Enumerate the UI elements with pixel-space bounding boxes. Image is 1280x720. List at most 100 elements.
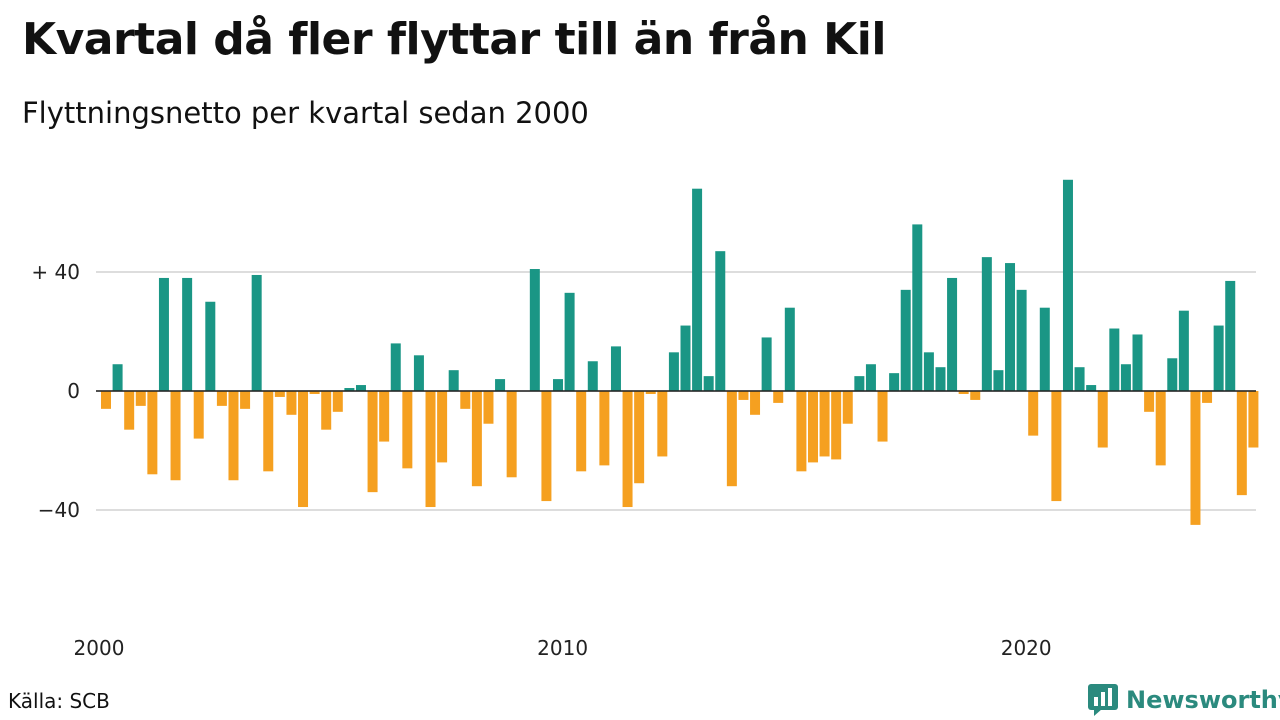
y-tick-label: + 40 (31, 260, 80, 284)
bar (784, 307, 795, 391)
bar (251, 274, 262, 392)
bar (1178, 310, 1189, 392)
bar (634, 391, 645, 484)
bar (205, 301, 216, 391)
bar (692, 188, 703, 391)
bar (1062, 179, 1073, 391)
bar (425, 391, 436, 508)
chart-subtitle: Flyttningsnetto per kvartal sedan 2000 (22, 96, 589, 130)
bar-chart: + 40 0 −40 2000 2010 2020 (31, 179, 1259, 660)
bar (413, 355, 424, 391)
bar (402, 391, 413, 469)
bar (1109, 328, 1120, 391)
bar (773, 391, 784, 403)
bar (1248, 391, 1259, 448)
bar (1236, 391, 1247, 496)
bar (460, 391, 471, 409)
bar (912, 224, 923, 391)
bar (553, 379, 564, 391)
bar (1225, 280, 1236, 392)
bar (437, 391, 448, 463)
bar (796, 391, 807, 472)
bar (576, 391, 587, 472)
bar (970, 391, 981, 400)
bar (831, 391, 842, 460)
bar (761, 337, 772, 391)
bar (703, 376, 714, 392)
bar (1213, 325, 1224, 391)
bar (1155, 391, 1166, 466)
bar (738, 391, 749, 400)
bar (1097, 391, 1108, 448)
bar (263, 391, 274, 472)
bar (1120, 364, 1131, 392)
bar (1132, 334, 1143, 391)
bar (529, 269, 540, 391)
bar (657, 391, 668, 457)
axis-labels: + 40 0 −40 2000 2010 2020 (31, 260, 1051, 660)
bar (228, 391, 239, 481)
bar (726, 391, 737, 487)
bar (367, 391, 378, 493)
bar (564, 292, 575, 391)
bar (1028, 391, 1039, 436)
bar (112, 364, 123, 392)
bar (587, 361, 598, 391)
bar (298, 391, 309, 508)
bar (1190, 391, 1201, 525)
bar (1005, 263, 1016, 391)
bar (309, 391, 320, 394)
chart-title: Kvartal då fler flyttar till än från Kil (22, 14, 886, 65)
brand-logo: Newsworthy (1088, 684, 1280, 716)
bar (495, 379, 506, 391)
bar (854, 376, 865, 392)
bar (274, 391, 285, 397)
bar (865, 364, 876, 392)
bar (1016, 289, 1027, 391)
bar (390, 343, 401, 391)
bar (448, 370, 459, 391)
bar (321, 391, 332, 430)
bar (379, 391, 390, 442)
bar (842, 391, 853, 424)
bar (170, 391, 181, 481)
bar (147, 391, 158, 475)
bar (622, 391, 633, 508)
bar (935, 367, 946, 391)
source-note: Källa: SCB (8, 689, 110, 713)
bar (101, 391, 111, 409)
bar (158, 277, 169, 391)
bar (1074, 367, 1085, 391)
bar (981, 257, 992, 392)
y-tick-label: −40 (38, 498, 80, 522)
bar (1039, 307, 1050, 391)
bar (645, 391, 656, 394)
bar (599, 391, 610, 466)
y-tick-label: 0 (67, 379, 80, 403)
bar (923, 352, 934, 391)
bar (1086, 385, 1097, 391)
bar (819, 391, 830, 457)
bar (506, 391, 517, 478)
bar (947, 277, 958, 391)
bar (889, 373, 900, 391)
bar (355, 385, 366, 391)
bar (483, 391, 494, 424)
bar (1202, 391, 1213, 403)
bar (877, 391, 888, 442)
bar (668, 352, 679, 391)
bar (807, 391, 818, 463)
bar (182, 277, 193, 391)
bars (96, 179, 1259, 525)
bar (240, 391, 251, 409)
bar (680, 325, 691, 391)
x-tick-label: 2000 (74, 636, 125, 660)
bar (344, 388, 355, 391)
bar (471, 391, 482, 487)
bar (610, 346, 621, 392)
bar (900, 289, 911, 391)
bar (750, 391, 761, 415)
bar (1051, 391, 1062, 502)
bar (216, 391, 227, 406)
bar (193, 391, 204, 439)
